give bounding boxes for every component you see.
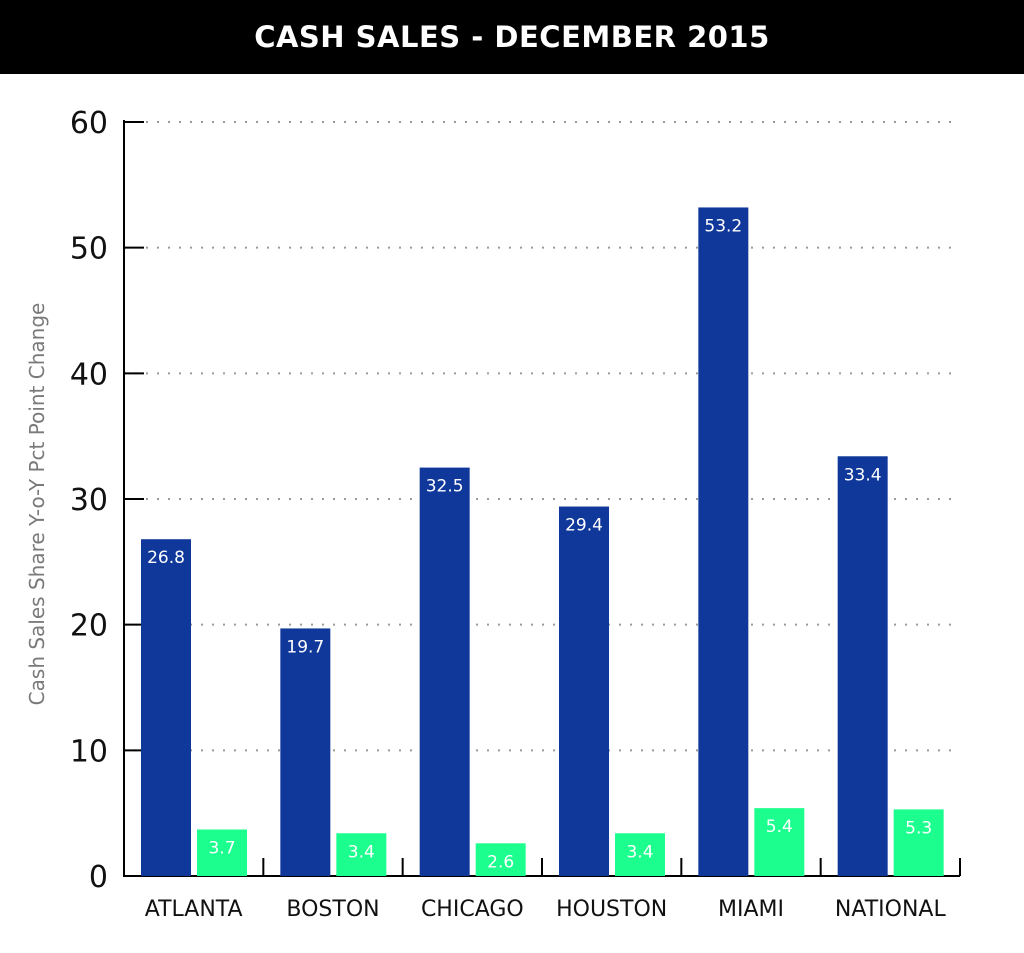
data-label: 3.4 [348,842,375,862]
bar-chicago-series-2 [475,843,526,876]
bar-boston-series-2 [336,833,387,876]
bar-chicago-series-1 [419,467,470,876]
data-label: 19.7 [286,637,324,657]
data-label: 26.8 [147,548,185,568]
x-category-label: ATLANTA [145,897,243,922]
bar-houston-series-2 [615,833,665,876]
x-category-label: BOSTON [286,897,379,922]
bar-atlanta-series-2 [197,829,247,876]
chart-title-bar: CASH SALES - DECEMBER 2015 [0,0,1024,74]
y-tick-label: 60 [70,106,108,141]
x-category-label: MIAMI [718,897,784,922]
chart-title: CASH SALES - DECEMBER 2015 [254,20,770,54]
y-tick-label: 0 [89,860,108,895]
y-tick-label: 20 [70,609,108,644]
bar-houston-series-1 [559,506,609,876]
y-tick-label: 10 [70,734,108,769]
bar-national-series-2 [893,809,944,876]
bar-national-series-1 [837,456,888,876]
data-label: 5.3 [905,818,932,838]
bar-boston-series-1 [280,628,331,876]
data-label: 2.6 [487,852,514,872]
x-category-label: CHICAGO [421,897,524,922]
x-category-label: HOUSTON [556,897,667,922]
x-category-label: NATIONAL [835,897,947,922]
data-label: 53.2 [704,216,742,236]
data-label: 3.4 [626,842,653,862]
y-axis-title: Cash Sales Share Y-o-Y Pct Point Change [25,303,49,706]
data-label: 29.4 [565,516,603,536]
bar-miami-series-1 [698,207,749,876]
data-label: 5.4 [766,817,793,837]
y-tick-label: 40 [70,357,108,392]
data-label: 33.4 [844,465,882,485]
data-label: 32.5 [426,477,464,497]
bar-atlanta-series-1 [141,539,191,876]
bar-miami-series-2 [754,808,805,876]
data-label: 3.7 [208,839,235,859]
y-tick-label: 50 [70,232,108,267]
y-tick-label: 30 [70,483,108,518]
